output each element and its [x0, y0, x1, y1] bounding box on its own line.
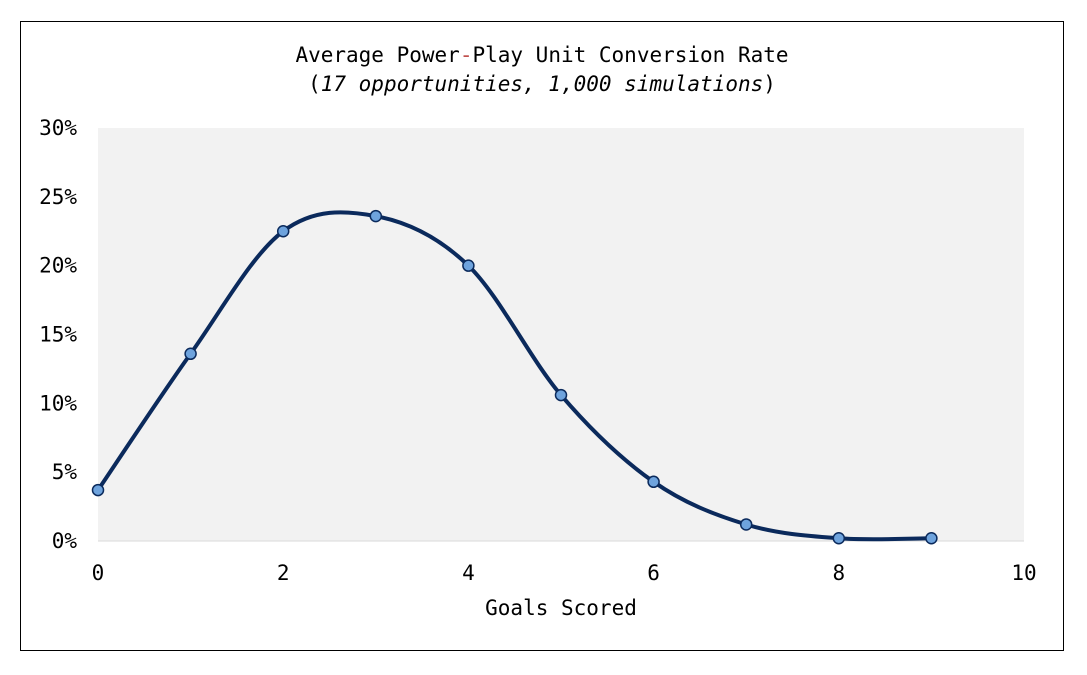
x-tick-label: 0: [92, 561, 105, 585]
data-point: [184, 347, 197, 361]
x-axis-ticks: 0 2 4 6 8 10: [92, 561, 1037, 585]
x-tick-label: 6: [647, 561, 660, 585]
x-tick-label: 10: [1011, 561, 1036, 585]
data-point: [647, 475, 660, 489]
data-point: [925, 531, 938, 545]
y-tick-label: 0%: [52, 529, 78, 553]
x-axis-label: Goals Scored: [485, 596, 637, 620]
chart-subtitle-open: (: [308, 72, 321, 96]
data-point: [276, 225, 290, 238]
x-tick-label: 4: [462, 561, 475, 585]
chart-title: Average Power-Play Unit Conversion Rate: [295, 43, 788, 67]
data-point: [554, 388, 568, 402]
y-tick-label: 15%: [39, 323, 77, 347]
y-tick-label: 5%: [52, 460, 78, 484]
chart-subtitle-text: 17 opportunities, 1,000 simulations: [321, 72, 764, 96]
y-axis-ticks: 0% 5% 10% 15% 20% 25% 30%: [39, 116, 77, 553]
x-tick-label: 2: [277, 561, 290, 585]
y-tick-label: 30%: [39, 116, 77, 140]
y-tick-label: 20%: [39, 254, 77, 278]
chart-title-suffix: Play Unit Conversion Rate: [472, 43, 788, 67]
y-tick-label: 25%: [39, 185, 77, 209]
data-point: [462, 259, 475, 272]
chart-subtitle: (17 opportunities, 1,000 simulations): [308, 72, 776, 96]
plot-area: [98, 128, 1024, 541]
data-point: [369, 209, 383, 223]
series-line: [96, 210, 934, 542]
series-markers: [91, 209, 938, 545]
data-point: [832, 531, 846, 545]
chart-title-prefix: Average Power: [295, 43, 459, 67]
data-point: [739, 518, 753, 531]
chart-title-hyphen: -: [460, 43, 473, 67]
data-point: [91, 483, 105, 497]
x-tick-label: 8: [832, 561, 845, 585]
y-tick-label: 10%: [39, 391, 77, 415]
chart-subtitle-close: ): [763, 72, 776, 96]
